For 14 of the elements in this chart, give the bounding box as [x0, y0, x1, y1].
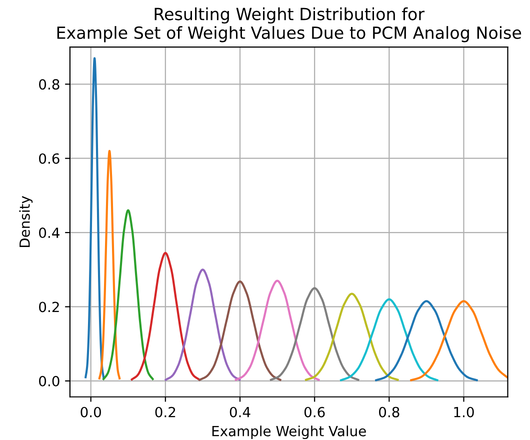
x-tick-label: 0.8 [379, 406, 400, 418]
chart-title: Resulting Weight Distribution for Example Set of Weight Values Due to PCM Analog Noise [57, 7, 522, 42]
x-tick-label: 0.4 [230, 406, 250, 418]
x-tick-label: 0.2 [155, 406, 176, 418]
x-tick-label: 0.0 [80, 406, 101, 418]
y-tick-label: 0.0 [39, 376, 60, 386]
y-tick-label: 0.8 [39, 79, 60, 90]
y-tick-label: 0.4 [39, 228, 60, 238]
y-tick-label: 0.6 [39, 153, 60, 164]
x-tick-label: 1.0 [454, 406, 474, 418]
y-tick-label: 0.2 [39, 302, 59, 312]
x-tick-label: 0.6 [304, 406, 325, 418]
x-axis-title: Example Weight Value [212, 426, 366, 440]
y-axis-title: Density [19, 196, 33, 248]
